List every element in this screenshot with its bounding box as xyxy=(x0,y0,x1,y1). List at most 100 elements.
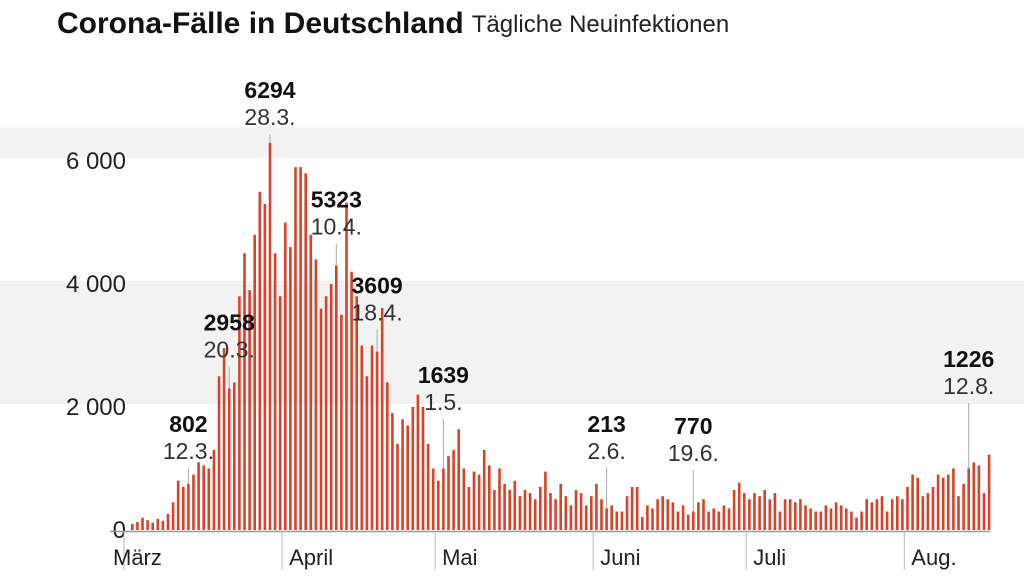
bar xyxy=(865,499,868,530)
grid-band xyxy=(0,281,1024,404)
bar xyxy=(386,382,389,530)
bar xyxy=(916,477,919,530)
bar xyxy=(156,518,160,530)
bar xyxy=(401,419,404,530)
bar xyxy=(977,465,981,530)
bar xyxy=(896,496,899,530)
annotation-date: 2.6. xyxy=(587,438,625,464)
bar xyxy=(294,167,297,530)
bar xyxy=(238,296,241,530)
bar xyxy=(921,496,925,530)
bar xyxy=(676,511,680,530)
bar xyxy=(442,468,445,530)
bar xyxy=(875,499,879,530)
bar xyxy=(788,499,792,530)
bar xyxy=(192,474,195,530)
bar xyxy=(141,517,144,530)
bar xyxy=(656,499,659,530)
grid-bands xyxy=(0,127,1024,404)
bar xyxy=(819,511,823,530)
bar xyxy=(421,407,425,530)
bar xyxy=(666,499,670,530)
bar xyxy=(263,204,267,531)
bar xyxy=(508,490,511,530)
bar xyxy=(860,511,863,530)
bar xyxy=(834,502,838,530)
bar xyxy=(426,443,430,530)
bar xyxy=(651,508,654,530)
annotation-date: 19.6. xyxy=(668,440,719,466)
bar xyxy=(727,508,731,530)
bar xyxy=(839,505,843,530)
bar xyxy=(498,468,501,530)
bar xyxy=(289,247,292,530)
bar xyxy=(569,505,573,530)
bar xyxy=(855,517,858,530)
bar xyxy=(375,351,379,530)
bar xyxy=(319,308,323,530)
bar xyxy=(584,505,588,530)
annotation-value: 802 xyxy=(169,411,207,437)
bar xyxy=(207,468,211,530)
y-tick-label: 0 xyxy=(113,517,126,544)
bar xyxy=(707,511,710,530)
bar xyxy=(391,413,394,530)
bar xyxy=(845,508,848,530)
bar xyxy=(329,284,333,530)
bar xyxy=(182,486,185,530)
bar xyxy=(595,483,598,530)
bar xyxy=(365,376,369,530)
bar xyxy=(702,499,705,530)
bar xyxy=(931,486,935,530)
bar xyxy=(248,290,251,530)
bar xyxy=(462,468,466,530)
bar xyxy=(355,296,358,530)
bar xyxy=(743,493,746,530)
month-label: Juli xyxy=(753,545,786,570)
bar xyxy=(926,493,930,530)
bar xyxy=(885,511,889,530)
bar xyxy=(146,520,149,530)
annotation-date: 10.4. xyxy=(311,214,362,240)
bar xyxy=(559,483,562,530)
bar xyxy=(493,490,496,530)
annotations: 80212.3.295820.3.629428.3.532310.4.36091… xyxy=(163,77,994,512)
bar xyxy=(340,314,343,530)
chart-title: Corona-Fälle in Deutschland xyxy=(57,7,464,40)
bar xyxy=(513,480,517,530)
bar xyxy=(620,511,624,530)
bar xyxy=(906,486,909,530)
bar xyxy=(911,474,914,530)
annotation-value: 3609 xyxy=(352,273,403,299)
bar xyxy=(901,499,904,530)
bar xyxy=(758,496,761,530)
bar xyxy=(187,483,190,530)
bar xyxy=(227,388,231,530)
bar xyxy=(253,234,256,531)
bar xyxy=(222,348,226,530)
bar xyxy=(579,493,583,530)
bar xyxy=(273,253,277,530)
bar xyxy=(967,468,970,530)
bar xyxy=(778,511,782,530)
bar xyxy=(753,493,756,530)
bar xyxy=(697,502,700,530)
bar xyxy=(768,499,772,530)
bar xyxy=(360,345,364,530)
bar xyxy=(431,468,435,530)
bar xyxy=(590,496,593,530)
bar xyxy=(829,508,833,530)
bar xyxy=(615,511,619,530)
bar xyxy=(243,253,246,530)
grid-band xyxy=(0,127,1024,158)
bar xyxy=(131,523,134,530)
bar xyxy=(600,499,603,530)
bar xyxy=(166,514,170,530)
bar xyxy=(539,486,542,530)
bar xyxy=(870,502,874,530)
